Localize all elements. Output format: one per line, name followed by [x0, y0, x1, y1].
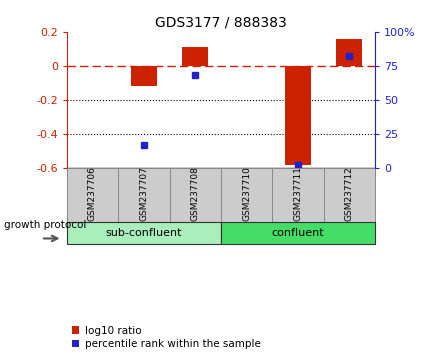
Text: GSM237710: GSM237710 — [242, 166, 251, 221]
Text: GSM237706: GSM237706 — [88, 166, 97, 221]
Text: growth protocol: growth protocol — [4, 219, 86, 230]
FancyBboxPatch shape — [169, 168, 220, 222]
FancyBboxPatch shape — [220, 222, 374, 244]
Title: GDS3177 / 888383: GDS3177 / 888383 — [155, 15, 286, 29]
FancyBboxPatch shape — [220, 168, 272, 222]
Bar — [182, 47, 208, 66]
Text: GSM237712: GSM237712 — [344, 166, 353, 221]
FancyBboxPatch shape — [67, 222, 220, 244]
Text: confluent: confluent — [271, 228, 323, 238]
Text: GSM237711: GSM237711 — [293, 166, 302, 221]
Text: GSM237708: GSM237708 — [190, 166, 199, 221]
Text: GSM237707: GSM237707 — [139, 166, 148, 221]
FancyBboxPatch shape — [118, 168, 169, 222]
Legend: log10 ratio, percentile rank within the sample: log10 ratio, percentile rank within the … — [72, 326, 260, 349]
Bar — [336, 39, 361, 66]
FancyBboxPatch shape — [272, 168, 323, 222]
FancyBboxPatch shape — [67, 168, 118, 222]
Bar — [131, 66, 157, 86]
FancyBboxPatch shape — [323, 168, 374, 222]
Text: sub-confluent: sub-confluent — [105, 228, 181, 238]
Bar — [284, 66, 310, 165]
